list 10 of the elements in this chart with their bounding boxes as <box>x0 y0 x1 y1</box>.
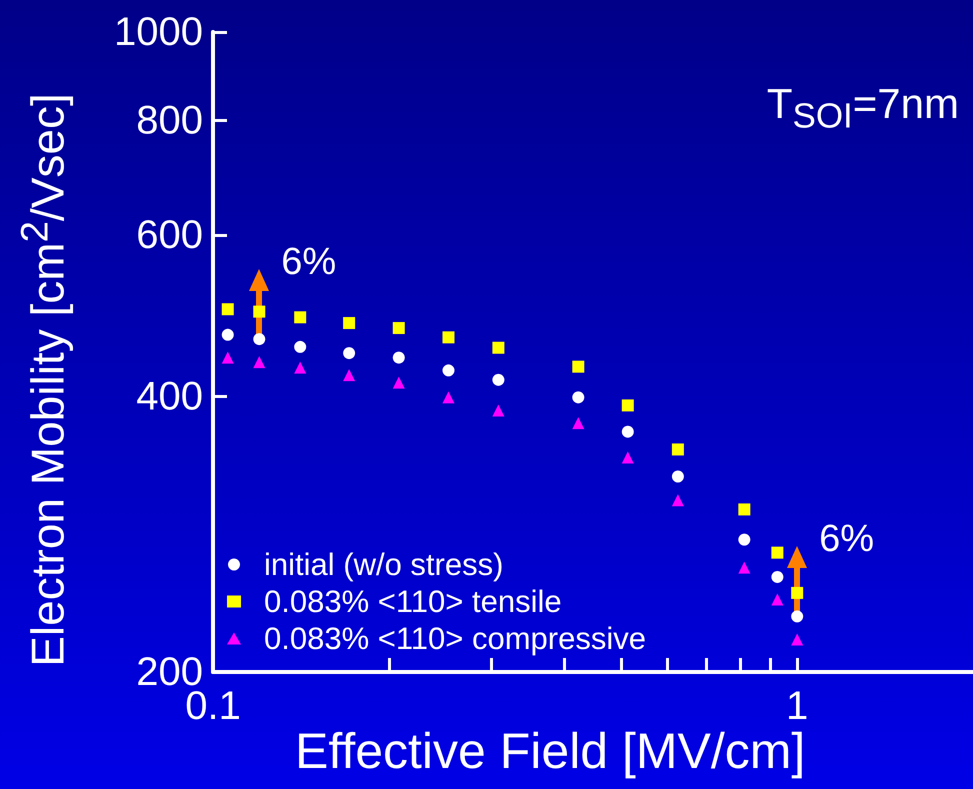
y-tick-label: 400 <box>136 374 203 418</box>
annotation: 6% <box>819 518 874 562</box>
legend-label: 0.083% <110> tensile <box>264 584 562 619</box>
legend-label: initial (w/o stress) <box>264 547 504 582</box>
y-tick-label: 800 <box>136 98 203 143</box>
legend-label: 0.083% <110> compressive <box>264 621 646 656</box>
annotation: T$_{SOI}$=7nm <box>766 80 959 136</box>
y-tick-label: 600 <box>136 213 203 258</box>
annotation: 6% <box>281 241 336 284</box>
y-tick-label: 1000 <box>114 10 203 54</box>
